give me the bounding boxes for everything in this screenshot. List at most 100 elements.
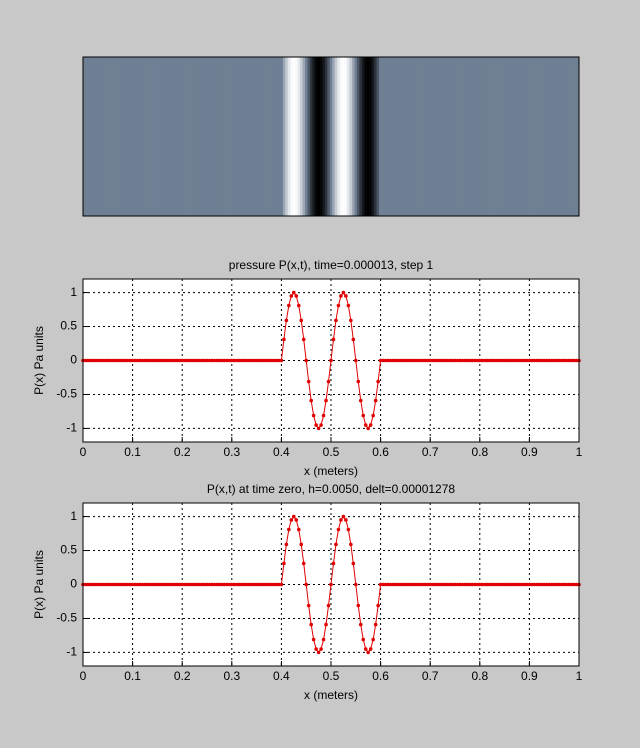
image-cell: [502, 57, 506, 216]
data-point: [505, 582, 509, 587]
data-point: [207, 358, 212, 363]
data-point: [515, 358, 519, 363]
data-point: [403, 582, 408, 587]
data-point: [450, 582, 455, 587]
data-point: [287, 527, 291, 532]
image-cell: [423, 57, 427, 216]
image-cell: [379, 57, 382, 216]
data-point: [165, 358, 170, 363]
image-cell: [226, 57, 229, 216]
data-point: [168, 358, 172, 363]
data-point: [473, 582, 477, 587]
image-cell: [231, 57, 234, 216]
axes-frame: [82, 56, 580, 217]
image-cell: [270, 57, 274, 216]
x-tick-label: 0: [80, 445, 87, 459]
image-cell: [258, 57, 261, 216]
data-point: [252, 582, 256, 587]
data-point: [388, 358, 393, 363]
data-point: [358, 398, 363, 403]
image-cell: [147, 57, 150, 216]
data-point: [393, 582, 398, 587]
image-cell: [221, 57, 224, 216]
x-axis-label: x (meters): [304, 464, 358, 478]
data-point: [272, 358, 276, 363]
data-point: [572, 582, 576, 587]
data-point: [247, 358, 251, 363]
image-cell: [87, 57, 91, 216]
image-cell: [566, 57, 570, 216]
image-cell: [364, 57, 368, 216]
data-point: [232, 582, 237, 587]
image-cell: [102, 57, 106, 216]
data-point: [306, 603, 311, 608]
data-point: [185, 582, 189, 587]
data-point: [249, 582, 254, 587]
data-point: [525, 582, 529, 587]
data-point: [220, 582, 224, 587]
data-point: [212, 358, 217, 363]
data-point: [262, 358, 266, 363]
image-cell: [401, 57, 405, 216]
data-point: [314, 423, 318, 427]
image-cell: [421, 57, 424, 216]
data-point: [172, 582, 177, 587]
image-cell: [191, 57, 195, 216]
data-point: [130, 358, 135, 363]
image-cell: [169, 57, 173, 216]
data-point: [264, 358, 269, 363]
data-point: [520, 358, 524, 363]
data-point: [259, 582, 264, 587]
image-cell: [551, 57, 555, 216]
data-point: [257, 358, 261, 363]
image-cell: [265, 57, 269, 216]
image-cell: [334, 57, 338, 216]
data-point: [277, 358, 281, 363]
data-point: [552, 582, 556, 587]
data-point: [155, 358, 160, 363]
data-point: [522, 582, 527, 587]
data-point: [398, 582, 403, 587]
data-point: [341, 290, 346, 295]
image-cell: [519, 57, 523, 216]
image-cell: [152, 57, 155, 216]
data-point: [453, 358, 457, 363]
data-point: [368, 423, 373, 427]
y-axis-label: P(x) Pa units: [32, 550, 46, 619]
image-cell: [366, 57, 370, 216]
data-point: [88, 358, 93, 363]
image-cell: [433, 57, 437, 216]
data-point: [202, 358, 207, 363]
data-point: [423, 582, 428, 587]
x-tick-label: 0.3: [223, 669, 240, 683]
data-point: [403, 358, 408, 363]
image-cell: [376, 57, 380, 216]
image-cell: [411, 57, 414, 216]
data-point: [416, 358, 420, 363]
data-point: [366, 650, 371, 655]
data-point: [443, 582, 447, 587]
data-point: [257, 582, 261, 587]
y-tick-label: 1: [70, 509, 77, 523]
data-point: [309, 398, 313, 403]
image-cell: [154, 57, 158, 216]
data-point: [334, 542, 338, 547]
image-cell: [384, 57, 387, 216]
data-point: [487, 582, 492, 587]
data-point: [115, 582, 120, 587]
data-point: [239, 358, 244, 363]
data-point: [108, 582, 113, 587]
data-point: [210, 358, 214, 363]
data-point: [324, 622, 328, 627]
data-point: [564, 358, 569, 363]
data-point: [83, 582, 88, 587]
image-cell: [337, 57, 340, 216]
data-point: [145, 582, 150, 587]
image-cell: [216, 57, 220, 216]
data-point: [428, 358, 433, 363]
data-point: [470, 358, 475, 363]
image-cell: [300, 57, 303, 216]
image-cell: [371, 57, 375, 216]
y-tick-label: 0.5: [60, 319, 77, 333]
x-tick-label: 0.7: [422, 669, 439, 683]
